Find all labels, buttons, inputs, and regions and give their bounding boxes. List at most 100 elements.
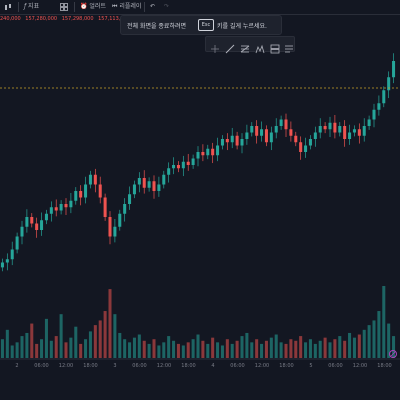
ohlc-open-value: 240,000 <box>0 16 21 22</box>
candle-body <box>137 178 141 185</box>
annotation-icon[interactable] <box>284 39 294 53</box>
redo-icon[interactable]: ↷ <box>164 3 170 10</box>
candle-body <box>5 259 9 263</box>
undo-icon[interactable]: ↶ <box>150 3 156 10</box>
volume-bar <box>15 342 19 358</box>
volume-bar <box>74 326 78 358</box>
candle-body <box>0 262 4 268</box>
alerts-button[interactable]: ⏰ 얼러트 <box>80 3 106 11</box>
candle-body <box>181 161 185 169</box>
candle-body <box>328 122 332 130</box>
scale-settings-icon[interactable] <box>389 350 397 358</box>
candle-body <box>240 139 244 146</box>
volume-bar <box>54 336 58 358</box>
time-axis-tick-label: 06:00 <box>328 363 342 369</box>
candle-body <box>108 217 112 237</box>
ohlc-high-value: 157,280,000 <box>25 16 58 22</box>
replay-label: 리플레이 <box>119 3 142 10</box>
volume-bar <box>69 337 73 358</box>
volume-bar <box>323 337 327 358</box>
candle-body <box>279 119 283 126</box>
top-toolbar: ƒ 지표 ⏰ 얼러트 ⏮ 리플레이 ↶ ↷ <box>0 0 400 15</box>
volume-bar <box>367 325 371 358</box>
volume-bar <box>318 340 322 358</box>
volume-bar <box>0 339 4 358</box>
volume-bar <box>269 337 273 358</box>
candle-body <box>10 249 14 260</box>
candle-body <box>264 129 268 143</box>
time-axis-tick-label: 12:00 <box>59 363 73 369</box>
replay-button[interactable]: ⏮ 리플레이 <box>112 3 141 11</box>
candle-body <box>387 77 391 91</box>
candle-body <box>357 129 361 136</box>
candle-body <box>269 132 273 143</box>
candle-body <box>211 148 215 156</box>
templates-icon[interactable] <box>60 3 68 11</box>
time-axis-tick-label: 3 <box>113 363 116 369</box>
candle-body <box>308 139 312 146</box>
candle-body <box>132 184 136 195</box>
indicators-label: 지표 <box>28 3 40 10</box>
volume-bar <box>201 340 205 358</box>
fib-retracement-icon[interactable] <box>240 39 250 53</box>
volume-bar <box>372 320 376 358</box>
candle-body <box>284 119 288 130</box>
candle-body <box>245 132 249 139</box>
trend-line-icon[interactable] <box>225 39 235 54</box>
volume-bar <box>191 339 195 358</box>
volume-bar <box>167 336 171 358</box>
pattern-icon[interactable] <box>255 39 265 54</box>
volume-bar <box>225 339 229 358</box>
candle-body <box>142 178 146 188</box>
volume-bar <box>377 311 381 358</box>
volume-bar <box>230 343 234 358</box>
candle-body <box>299 142 303 152</box>
candle-body <box>235 135 239 146</box>
time-axis-tick-label: 12:00 <box>255 363 269 369</box>
volume-bar <box>59 314 63 358</box>
volume-bar <box>206 343 210 358</box>
time-axis-tick-label: 5 <box>309 363 312 369</box>
volume-bar <box>30 323 34 358</box>
volume-bar <box>35 343 39 358</box>
crosshair-icon[interactable] <box>210 39 220 53</box>
candle-body <box>250 126 254 133</box>
candle-body <box>186 161 190 165</box>
volume-bar <box>88 331 92 358</box>
volume-bar <box>343 340 347 358</box>
volume-bar <box>172 340 176 358</box>
candle-body <box>79 191 83 198</box>
candle-body <box>289 129 293 136</box>
volume-bar <box>118 332 122 358</box>
time-axis-tick-label: 06:00 <box>230 363 244 369</box>
ohlc-legend: 240,000 157,280,000 157,298,000 157,113,… <box>0 16 133 22</box>
volume-bar <box>352 337 356 358</box>
time-axis-tick-label: 18:00 <box>181 363 195 369</box>
candle-body <box>30 217 34 224</box>
volume-bar <box>235 340 239 358</box>
esc-key-badge: Esc <box>198 19 214 31</box>
chart-type-icon[interactable] <box>4 3 12 11</box>
volume-bar <box>387 323 391 358</box>
volume-bar <box>162 342 166 358</box>
volume-bar <box>240 336 244 358</box>
volume-bar <box>123 339 127 358</box>
time-axis-tick-label: 2 <box>15 363 18 369</box>
candle-body <box>191 158 195 165</box>
toolbar-separator <box>18 2 19 12</box>
volume-bar <box>348 332 352 358</box>
candle-body <box>323 126 327 130</box>
volume-bar <box>98 320 102 358</box>
volume-bar <box>196 334 200 358</box>
candle-body <box>35 223 39 230</box>
volume-bar <box>260 343 264 358</box>
volume-bar <box>294 340 298 358</box>
toolbar-separator <box>144 2 145 12</box>
ohlc-close-value: 157,113,000 <box>98 16 130 22</box>
indicators-button[interactable]: ƒ 지표 <box>24 3 39 11</box>
long-position-icon[interactable] <box>270 39 280 54</box>
volume-bar <box>181 345 185 358</box>
candle-body <box>40 220 44 230</box>
time-axis-tick-label: 18:00 <box>279 363 293 369</box>
